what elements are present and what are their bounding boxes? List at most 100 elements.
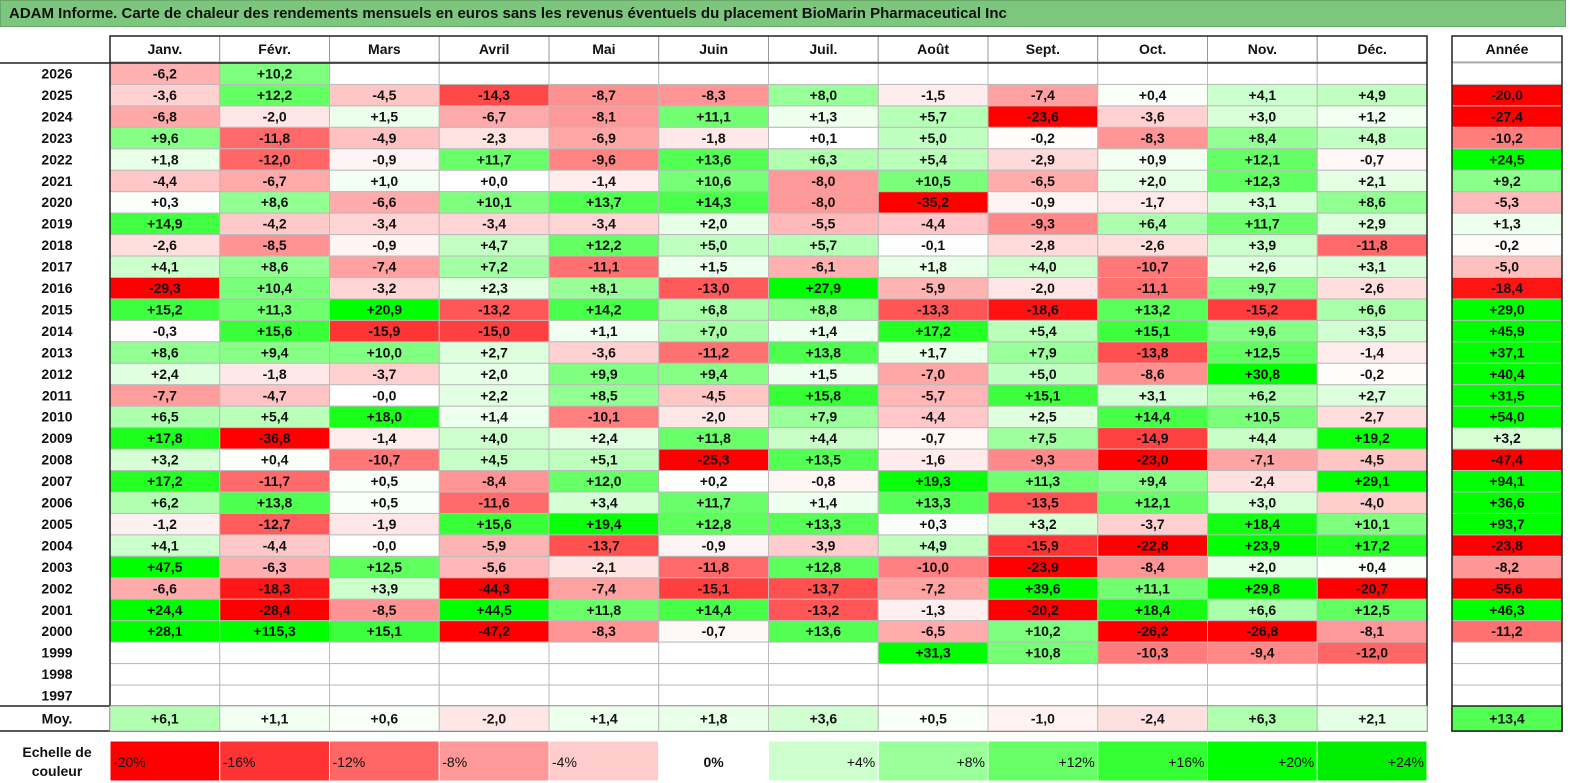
month-header-label: Janv. — [147, 41, 182, 57]
heatmap-cell — [438, 684, 550, 707]
row-year-label: 2000 — [41, 623, 72, 639]
scale-swatch-label: +20% — [1278, 754, 1314, 770]
row-year-label: 2017 — [41, 259, 72, 275]
heatmap-cell-value: -0,8 — [811, 473, 835, 489]
average-cell — [877, 705, 989, 732]
heatmap-cell-value: +17,2 — [1354, 537, 1390, 553]
heatmap-cell-value: +8,6 — [261, 194, 289, 210]
heatmap-cell-value: +5,4 — [261, 409, 289, 425]
heatmap-cell-value: -6,9 — [592, 130, 616, 146]
heatmap-cell-value: +15,1 — [1135, 323, 1171, 339]
heatmap-cell — [658, 62, 769, 85]
average-cell-value: +1,8 — [700, 711, 728, 727]
heatmap-cell-value: +12,0 — [586, 473, 622, 489]
heatmap-cell-value: -1,8 — [263, 366, 287, 382]
heatmap-cell-value: -11,7 — [259, 473, 290, 489]
heatmap-cell-value: -5,9 — [482, 537, 506, 553]
heatmap-cell-value: -0,9 — [372, 237, 396, 253]
scale-swatch-label: -8% — [442, 754, 467, 770]
heatmap-cell — [438, 62, 550, 85]
heatmap-cell-value: -9,3 — [1031, 452, 1055, 468]
annual-cell-value: +54,0 — [1489, 409, 1525, 425]
row-year-label: 2015 — [41, 301, 72, 317]
heatmap-cell-value: -6,8 — [153, 108, 177, 124]
heatmap-cell-value: +2,1 — [1358, 173, 1386, 189]
heatmap-cell-value: -6,2 — [153, 66, 177, 82]
heatmap-cell-value: +4,4 — [1249, 430, 1277, 446]
heatmap-cell-value: -20,7 — [1356, 580, 1388, 596]
row-year-label: 2006 — [41, 495, 72, 511]
heatmap-cell-value: +2,7 — [480, 344, 508, 360]
heatmap-cell-value: +6,4 — [1139, 216, 1167, 232]
scale-swatch — [877, 740, 989, 782]
annual-cell-value: -47,4 — [1491, 452, 1523, 468]
row-year-label: 2007 — [41, 473, 72, 489]
heatmap-cell-value: +6,2 — [1249, 387, 1277, 403]
heatmap-cell-value: +4,5 — [480, 452, 508, 468]
heatmap-cell-value: +1,0 — [371, 173, 399, 189]
heatmap-cell-value: +0,5 — [371, 473, 399, 489]
month-header-cell — [1207, 35, 1318, 63]
heatmap-cell-value: -15,9 — [1027, 537, 1059, 553]
annual-cell-value: +37,1 — [1489, 344, 1525, 360]
average-cell — [1316, 705, 1428, 732]
heatmap-cell-value: -4,5 — [702, 387, 726, 403]
heatmap-cell-value: +10,5 — [915, 173, 951, 189]
heatmap-cell-value: +115,3 — [253, 623, 296, 639]
heatmap-cell-value: -2,0 — [702, 409, 726, 425]
heatmap-cell-value: -9,6 — [592, 151, 616, 167]
month-header-label: Août — [917, 41, 949, 57]
heatmap-cell-value: +9,4 — [1139, 473, 1167, 489]
heatmap-cell-value: +11,7 — [696, 495, 731, 511]
month-header-label: Mars — [368, 41, 401, 57]
scale-swatch-label: -16% — [223, 754, 256, 770]
average-cell — [329, 705, 440, 732]
heatmap-cell-value: -18,6 — [1027, 301, 1059, 317]
heatmap-cell-value: -10,3 — [1137, 645, 1169, 661]
heatmap-cell-value: +1,7 — [919, 344, 947, 360]
heatmap-cell-value: -1,9 — [372, 516, 396, 532]
heatmap-cell-value: +2,5 — [1029, 409, 1057, 425]
heatmap-cell-value: +2,0 — [480, 366, 508, 382]
heatmap-cell-value: +13,2 — [1135, 301, 1171, 317]
heatmap-cell-value: -15,9 — [368, 323, 400, 339]
heatmap-cell-value: -15,0 — [478, 323, 510, 339]
heatmap-cell-value: +10,1 — [476, 194, 512, 210]
heatmap-cell-value: +2,0 — [1139, 173, 1167, 189]
annual-cell-value: -23,8 — [1491, 537, 1523, 553]
heatmap-cell-value: +15,2 — [147, 301, 183, 317]
heatmap-cell-value: +10,4 — [257, 280, 293, 296]
heatmap-cell-value: +7,0 — [700, 323, 728, 339]
heatmap-cell-value: -3,7 — [1141, 516, 1165, 532]
heatmap-cell-value: -2,6 — [153, 237, 177, 253]
heatmap-cell — [1316, 663, 1428, 686]
heatmap-cell-value: -1,2 — [153, 516, 177, 532]
heatmap-cell-value: +12,8 — [806, 559, 842, 575]
heatmap-cell-value: +11,1 — [1135, 580, 1170, 596]
annual-cell-value: +29,0 — [1489, 301, 1525, 317]
heatmap-cell-value: +3,2 — [1029, 516, 1057, 532]
heatmap-cell-value: -4,4 — [921, 409, 945, 425]
heatmap-cell-value: -6,6 — [153, 580, 177, 596]
heatmap-cell-value: +12,5 — [1354, 602, 1390, 618]
heatmap-cell-value: +0,1 — [810, 130, 838, 146]
annual-cell-value: +45,9 — [1489, 323, 1525, 339]
heatmap-cell-value: -4,5 — [372, 87, 396, 103]
annual-cell-value: -0,2 — [1495, 237, 1519, 253]
heatmap-cell-value: -4,4 — [263, 537, 287, 553]
heatmap-cell-value: -4,2 — [263, 216, 287, 232]
heatmap-cell-value: +8,6 — [1358, 194, 1386, 210]
heatmap-cell-value: +4,9 — [1358, 87, 1386, 103]
heatmap-cell — [329, 62, 440, 85]
heatmap-cell-value: -3,7 — [372, 366, 396, 382]
heatmap-cell-value: -8,7 — [592, 87, 616, 103]
heatmap-cell-value: +2,9 — [1358, 216, 1386, 232]
heatmap-cell-value: +18,4 — [1135, 602, 1171, 618]
heatmap-cell-value: +4,7 — [480, 237, 508, 253]
annual-cell-value: +36,6 — [1489, 495, 1525, 511]
heatmap-cell — [877, 62, 989, 85]
heatmap-cell-value: -2,9 — [1031, 151, 1055, 167]
annual-cell-value: -10,2 — [1491, 130, 1523, 146]
heatmap-cell-value: +1,5 — [810, 366, 838, 382]
heatmap-cell-value: -6,7 — [482, 108, 506, 124]
